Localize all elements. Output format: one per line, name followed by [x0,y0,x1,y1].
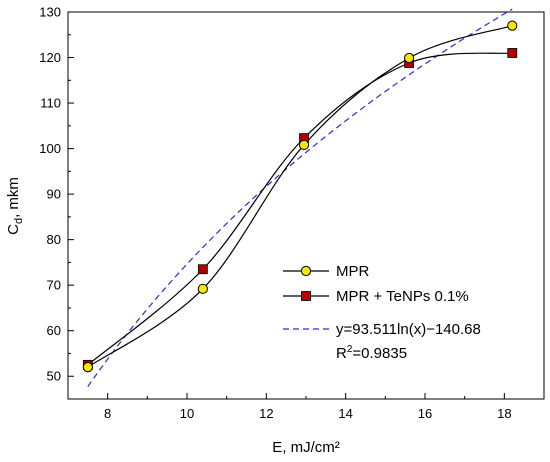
y-tick-label: 100 [39,141,61,156]
series-layer [82,8,518,387]
data-point-mpr [298,139,310,151]
data-point-mpr [507,20,518,31]
x-tick-label: 18 [497,406,511,421]
y-axis-label: Cd, mkm [5,177,25,235]
y-tick-label: 70 [47,278,61,293]
axes-box [67,11,545,400]
r-squared-superscript: 2 [347,344,353,355]
data-point-mpr [197,283,208,294]
data-point-mpr [82,362,93,373]
y-axis-label-unit: , mkm [5,177,22,218]
x-axis-ticks: 8 10 12 14 16 18 [67,393,545,421]
y-axis-ticks: 50 60 70 80 90 100 110 120 130 [39,5,74,400]
legend-marker-mpr-tenps [301,291,311,301]
r-squared-prefix: R [336,345,347,362]
y-tick-label: 50 [47,369,61,384]
x-tick-label: 8 [104,406,111,421]
y-axis-label-subscript: d [13,218,25,224]
data-point-mpr-tenps [197,264,208,275]
y-tick-label: 110 [40,96,61,111]
legend-label-mpr-tenps: MPR + TeNPs 0.1% [336,288,469,305]
x-axis-label: E, mJ/cm² [272,439,340,456]
y-axis-label-main: C [5,224,22,235]
y-tick-label: 90 [47,187,61,202]
data-point-mpr-tenps [507,48,518,58]
x-tick-label: 14 [338,406,352,421]
r-squared-value: =0.9835 [352,345,407,362]
legend-label-fit: y=93.511ln(x)−140.68 [336,321,481,338]
fit-line [87,8,513,387]
series-line-mpr [87,25,513,368]
y-tick-label: 130 [39,5,61,20]
legend-marker-mpr [300,265,312,277]
data-point-mpr [404,52,415,64]
series-line-mpr-tenps [87,52,513,366]
y-tick-label: 120 [39,50,61,65]
x-tick-label: 10 [180,406,194,421]
legend-label-mpr: MPR [336,263,370,280]
y-tick-label: 80 [47,232,61,247]
x-tick-label: 16 [418,406,432,421]
x-tick-label: 12 [259,406,273,421]
plot-frame [67,11,545,400]
legend-r-squared: R2=0.9835 [336,344,407,362]
legend: MPR MPR + TeNPs 0.1% y=93.511ln(x)−140.6… [283,263,481,362]
y-tick-label: 60 [47,323,61,338]
